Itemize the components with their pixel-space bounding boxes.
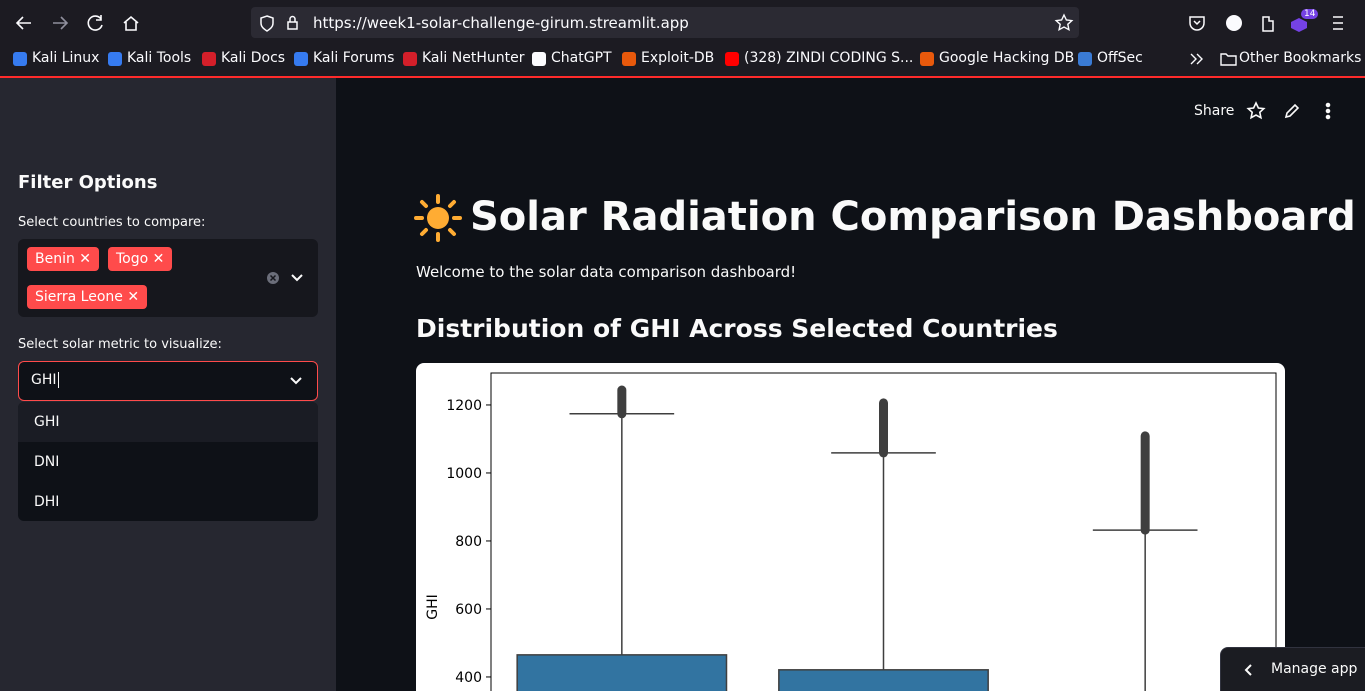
url-icons — [260, 15, 298, 32]
star-button[interactable] — [1246, 101, 1266, 120]
addon-icon[interactable] — [1291, 18, 1307, 32]
y-tick-label: 1000 — [446, 466, 482, 482]
dropdown-option[interactable]: DNI — [34, 454, 60, 470]
url-bar[interactable] — [251, 7, 1079, 38]
dropdown-option[interactable]: GHI — [34, 414, 60, 430]
country-tag-label: Sierra Leone — [35, 289, 123, 305]
country-tag[interactable]: Benin ✕ — [27, 247, 100, 271]
dropdown-menu — [18, 402, 318, 521]
bookmark-icon — [108, 52, 122, 66]
bookmark[interactable]: Exploit-DB — [641, 50, 715, 66]
country-tag[interactable]: Togo ✕ — [108, 247, 173, 271]
page-title: Solar Radiation Comparison Dashboard — [470, 194, 1356, 240]
metric-label: Select solar metric to visualize: — [18, 337, 222, 352]
edit-button[interactable] — [1284, 103, 1300, 119]
country-tag-label: Togo — [116, 251, 149, 267]
y-tick-label: 800 — [455, 534, 482, 550]
bookmark-icon — [202, 52, 216, 66]
app-menu-icons — [1246, 101, 1331, 120]
metric-select[interactable] — [18, 361, 318, 401]
bookmark-icon — [403, 52, 417, 66]
bookmarks-bar — [0, 44, 1365, 77]
welcome-text: Welcome to the solar data comparison das… — [416, 263, 797, 281]
countries-label: Select countries to compare: — [18, 215, 206, 230]
bookmark[interactable]: (328) ZINDI CODING S... — [744, 50, 914, 66]
manage-app[interactable]: Manage app — [1220, 647, 1365, 691]
sun-emoji — [414, 194, 462, 242]
bookmark-icon — [1078, 52, 1092, 66]
account-icon[interactable] — [1226, 15, 1242, 31]
bookmark-icon — [294, 52, 308, 66]
bookmark[interactable]: Kali NetHunter — [422, 50, 525, 66]
bookmark[interactable]: ChatGPT — [551, 50, 612, 66]
pocket-icon[interactable] — [1189, 16, 1205, 31]
chart-background — [416, 363, 1285, 691]
section-heading: Distribution of GHI Across Selected Coun… — [416, 314, 1058, 343]
country-tag[interactable]: Sierra Leone ✕ — [27, 285, 148, 309]
app-header-line — [0, 76, 1365, 78]
bookmark-star[interactable] — [1054, 13, 1074, 33]
y-tick-label: 600 — [455, 602, 482, 618]
share-button[interactable]: Share — [1194, 103, 1235, 119]
bookmark[interactable]: Kali Linux — [32, 50, 100, 66]
other-bookmarks[interactable]: Other Bookmarks — [1239, 50, 1362, 66]
box — [516, 654, 728, 691]
url-text: https://week1-solar-challenge-girum.stre… — [313, 14, 689, 32]
dropdown-option[interactable]: DHI — [34, 494, 60, 510]
toolbar-icons — [15, 15, 1343, 31]
box — [778, 669, 989, 691]
chart: 400 600 800 1000 1200 GHI — [416, 363, 1285, 691]
bookmark-icon — [725, 52, 739, 66]
country-tag-label: Benin — [35, 251, 75, 267]
multiselect-controls[interactable] — [264, 269, 306, 287]
bookmark[interactable]: Google Hacking DB — [939, 50, 1075, 66]
bookmark-icon — [13, 52, 27, 66]
y-tick-label: 1200 — [446, 398, 482, 414]
extension-icons — [1189, 15, 1307, 32]
select-chevron[interactable] — [288, 374, 304, 388]
metric-input[interactable]: GHI — [31, 372, 59, 388]
menu-button[interactable] — [1333, 16, 1343, 30]
manage-app-label: Manage app — [1271, 661, 1358, 677]
home-button[interactable] — [123, 15, 139, 31]
reload-button[interactable] — [87, 15, 103, 31]
plot-frame — [490, 372, 1277, 691]
bookmark-icon — [532, 52, 546, 66]
bookmark[interactable]: OffSec — [1097, 50, 1143, 66]
extensions-icon[interactable] — [1262, 16, 1274, 32]
bookmark[interactable]: Kali Forums — [313, 50, 395, 66]
sidebar-title: Filter Options — [18, 172, 158, 193]
y-tick-label: 400 — [455, 670, 482, 686]
bookmark[interactable]: Kali Docs — [221, 50, 286, 66]
bookmark-overflow[interactable] — [1188, 50, 1238, 68]
back-button[interactable] — [15, 16, 31, 30]
bookmark-icon — [622, 52, 636, 66]
addon-badge: 14 — [1301, 9, 1319, 19]
bookmark-icon — [920, 52, 934, 66]
bookmark[interactable]: Kali Tools — [127, 50, 192, 66]
forward-button[interactable] — [53, 16, 69, 30]
y-axis-label: GHI — [425, 594, 441, 620]
